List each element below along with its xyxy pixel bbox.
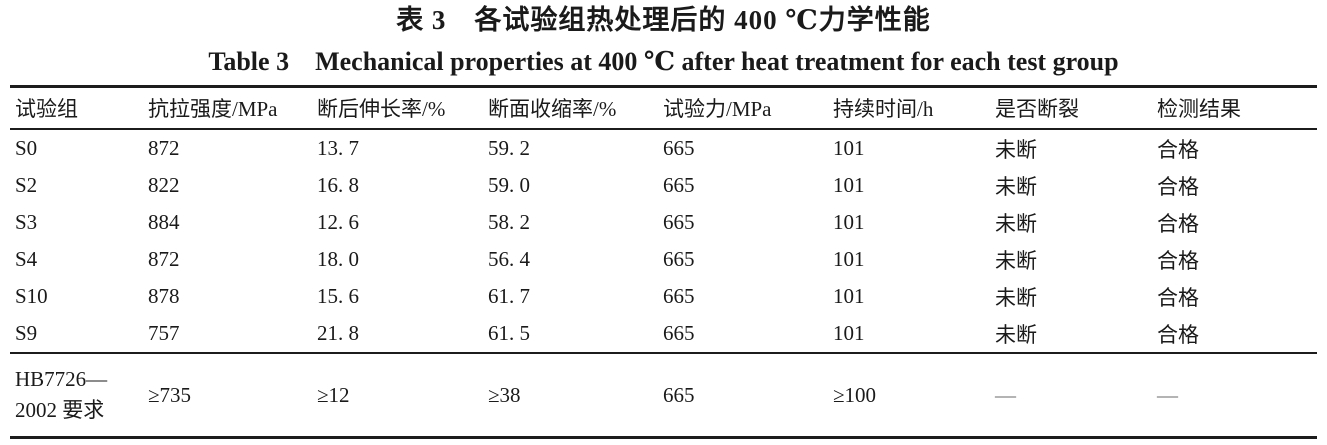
- table-row: S2 822 16. 8 59. 0 665 101 未断 合格: [10, 167, 1317, 204]
- table-cell: 合格: [1157, 285, 1199, 310]
- table-cell: 12. 6: [317, 210, 359, 234]
- table-cell: ≥12: [317, 382, 350, 407]
- table-cell: ≥100: [833, 382, 877, 407]
- table-row: S3 884 12. 6 58. 2 665 101 未断 合格: [10, 204, 1317, 241]
- table-cell: S0: [15, 136, 38, 160]
- table-row: S0 872 13. 7 59. 2 665 101 未断 合格: [10, 129, 1317, 167]
- table-cell: 16. 8: [317, 173, 359, 197]
- table-body: S0 872 13. 7 59. 2 665 101 未断 合格 S2 822 …: [10, 129, 1317, 353]
- table-title-english: Table 3 Mechanical properties at 400 ℃ a…: [208, 47, 1119, 76]
- header-row: 试验组 抗拉强度/MPa 断后伸长率/% 断面收缩率/% 试验力/MPa 持续时…: [10, 87, 1317, 129]
- table-title-chinese: 表 3 各试验组热处理后的 400 ℃力学性能: [396, 5, 931, 35]
- column-header-duration: 持续时间/h: [833, 97, 934, 121]
- table-cell: 18. 0: [317, 247, 359, 271]
- table-cell: 21. 8: [317, 321, 359, 345]
- table-cell: 757: [148, 321, 180, 345]
- table-cell: 101: [833, 136, 865, 160]
- column-header-area-reduction: 断面收缩率/%: [488, 97, 617, 121]
- table-cell: 13. 7: [317, 136, 359, 160]
- column-header-test-group: 试验组: [15, 97, 78, 121]
- table-cell: 59. 0: [488, 173, 530, 197]
- table-cell: 101: [833, 210, 865, 234]
- table-cell: —: [995, 382, 1016, 407]
- table-cell: 665: [663, 284, 695, 308]
- table-cell: 未断: [995, 248, 1037, 273]
- table-cell: 665: [663, 247, 695, 271]
- table-cell: 822: [148, 173, 180, 197]
- table-header: 试验组 抗拉强度/MPa 断后伸长率/% 断面收缩率/% 试验力/MPa 持续时…: [10, 87, 1317, 129]
- table-cell: 58. 2: [488, 210, 530, 234]
- table-cell: 合格: [1157, 211, 1199, 236]
- table-cell: ≥38: [488, 382, 521, 407]
- table-cell: 15. 6: [317, 284, 359, 308]
- table-cell: 未断: [995, 285, 1037, 310]
- table-cell: 101: [833, 321, 865, 345]
- requirement-label-line2: 2002 要求: [15, 398, 105, 422]
- table-cell: 101: [833, 247, 865, 271]
- table-cell: ≥735: [148, 382, 192, 407]
- table-row: S4 872 18. 0 56. 4 665 101 未断 合格: [10, 241, 1317, 278]
- table-cell: 884: [148, 210, 180, 234]
- column-header-result: 检测结果: [1157, 97, 1241, 121]
- table-cell: 合格: [1157, 137, 1199, 162]
- table-cell: 合格: [1157, 248, 1199, 273]
- table-cell: 665: [663, 136, 695, 160]
- table-cell: 101: [833, 173, 865, 197]
- table-cell: —: [1157, 382, 1178, 407]
- table-cell: 未断: [995, 137, 1037, 162]
- table-row: S10 878 15. 6 61. 7 665 101 未断 合格: [10, 278, 1317, 315]
- table-cell: 合格: [1157, 174, 1199, 199]
- table-cell: S10: [15, 284, 48, 308]
- table-cell: 61. 7: [488, 284, 530, 308]
- table-cell: S9: [15, 321, 38, 345]
- table-cell: 61. 5: [488, 321, 530, 345]
- mechanical-properties-table: 试验组 抗拉强度/MPa 断后伸长率/% 断面收缩率/% 试验力/MPa 持续时…: [10, 85, 1317, 439]
- column-header-test-force: 试验力/MPa: [663, 97, 772, 121]
- column-header-tensile-strength: 抗拉强度/MPa: [148, 97, 278, 121]
- column-header-elongation: 断后伸长率/%: [317, 97, 446, 121]
- table-cell: 872: [148, 136, 180, 160]
- table-cell: 878: [148, 284, 180, 308]
- table-cell: 未断: [995, 174, 1037, 199]
- table-cell: 665: [663, 382, 695, 407]
- table-cell: 665: [663, 210, 695, 234]
- table-cell: 665: [663, 173, 695, 197]
- requirement-label-line1: HB7726—: [15, 367, 108, 391]
- table-cell: 59. 2: [488, 136, 530, 160]
- table-row: S9 757 21. 8 61. 5 665 101 未断 合格: [10, 315, 1317, 353]
- column-header-fractured: 是否断裂: [995, 97, 1079, 121]
- requirement-label: HB7726— 2002 要求: [10, 353, 143, 438]
- table-cell: S2: [15, 173, 38, 197]
- table-cell: 665: [663, 321, 695, 345]
- table-cell: 未断: [995, 211, 1037, 236]
- table-cell: S4: [15, 247, 38, 271]
- table-cell: 未断: [995, 322, 1037, 347]
- table-cell: 56. 4: [488, 247, 530, 271]
- requirement-row: HB7726— 2002 要求 ≥735 ≥12 ≥38 665 ≥100 — …: [10, 353, 1317, 438]
- table-cell: 872: [148, 247, 180, 271]
- table-cell: 101: [833, 284, 865, 308]
- requirement-section: HB7726— 2002 要求 ≥735 ≥12 ≥38 665 ≥100 — …: [10, 353, 1317, 438]
- table-cell: 合格: [1157, 322, 1199, 347]
- table-cell: S3: [15, 210, 38, 234]
